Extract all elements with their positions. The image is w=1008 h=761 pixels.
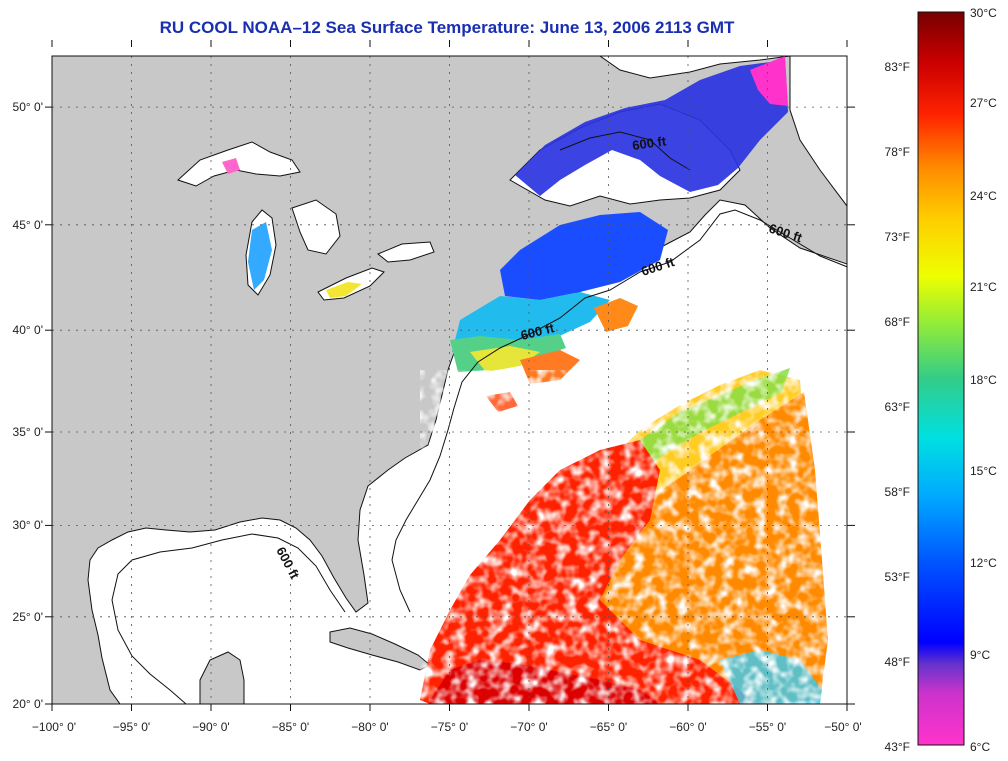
colorbar-celsius-label: 24°C: [970, 189, 997, 203]
sst-lake-superior: [222, 158, 240, 174]
cloud-speckle: [420, 370, 830, 704]
lake-huron: [291, 199, 341, 255]
lat-tick-label: 25° 0': [13, 610, 43, 624]
lat-tick-label: 45° 0': [13, 218, 43, 232]
colorbar-fahrenheit-label: 73°F: [885, 230, 910, 244]
lon-tick-label: −100° 0': [32, 720, 76, 734]
colorbar-fahrenheit-label: 53°F: [885, 570, 910, 584]
colorbar-fahrenheit-label: 63°F: [885, 400, 910, 414]
colorbar-fahrenheit-label: 78°F: [885, 145, 910, 159]
lon-tick-label: −70° 0': [510, 720, 547, 734]
sst-lake-michigan: [248, 222, 272, 290]
lon-tick-label: −95° 0': [113, 720, 150, 734]
sst-shelf-cyan: [452, 292, 610, 352]
lon-tick-label: −75° 0': [431, 720, 468, 734]
lat-tick-label: 50° 0': [13, 100, 43, 114]
colorbar-fahrenheit-labels: 83°F 78°F 73°F 68°F 63°F 58°F 53°F 48°F …: [885, 60, 910, 754]
lat-tick-label: 30° 0': [13, 518, 43, 532]
colorbar-fahrenheit-label: 48°F: [885, 655, 910, 669]
sst-gulf-st-lawrence: [515, 60, 788, 196]
contour-label-canada: 600 ft: [631, 133, 667, 153]
colorbar-celsius-labels: 30°C 27°C 24°C 21°C 18°C 15°C 12°C 9°C 6…: [970, 6, 997, 754]
lon-tick-label: −90° 0': [192, 720, 229, 734]
colorbar-celsius-label: 9°C: [970, 648, 990, 662]
lat-axis: [45, 106, 855, 705]
lon-axis: [51, 40, 848, 711]
colorbar-celsius-label: 21°C: [970, 280, 997, 294]
lon-tick-labels: −100° 0' −95° 0' −90° 0' −85° 0' −80° 0'…: [32, 720, 862, 734]
sst-warm-eddy: [594, 298, 638, 332]
lat-tick-label: 40° 0': [13, 323, 43, 337]
lon-tick-label: −50° 0': [824, 720, 861, 734]
sst-gulf-maine: [500, 212, 668, 300]
colorbar-celsius-label: 18°C: [970, 373, 997, 387]
colorbar-fahrenheit-label: 58°F: [885, 485, 910, 499]
lon-tick-label: −60° 0': [669, 720, 706, 734]
colorbar-fahrenheit-label: 68°F: [885, 315, 910, 329]
colorbar-celsius-label: 30°C: [970, 6, 997, 20]
lake-ontario: [377, 241, 435, 263]
lon-tick-label: −85° 0': [272, 720, 309, 734]
sst-shelf-yellow: [470, 346, 540, 372]
colorbar-fahrenheit-label: 43°F: [885, 740, 910, 754]
lake-superior: [177, 141, 301, 187]
contour-600ft-gulf: [111, 533, 346, 704]
lon-tick-label: −55° 0': [749, 720, 786, 734]
colorbar-fahrenheit-label: 83°F: [885, 60, 910, 74]
lon-tick-label: −65° 0': [590, 720, 627, 734]
lon-tick-label: −80° 0': [351, 720, 388, 734]
colorbar: [917, 11, 965, 746]
colorbar-celsius-label: 6°C: [970, 740, 990, 754]
lat-tick-label: 20° 0': [13, 697, 43, 711]
lat-tick-label: 35° 0': [13, 425, 43, 439]
sst-labrador-pink: [750, 56, 788, 106]
contour-600ft: [391, 209, 847, 613]
colorbar-celsius-label: 15°C: [970, 464, 997, 478]
map-title: RU COOL NOAA–12 Sea Surface Temperature:…: [159, 18, 735, 37]
sst-lake-erie: [326, 282, 362, 298]
contour-600ft-canada: [559, 131, 691, 171]
lat-tick-labels: 20° 0' 25° 0' 30° 0' 35° 0' 40° 0' 45° 0…: [13, 100, 43, 711]
colorbar-celsius-label: 12°C: [970, 556, 997, 570]
colorbar-celsius-label: 27°C: [970, 96, 997, 110]
